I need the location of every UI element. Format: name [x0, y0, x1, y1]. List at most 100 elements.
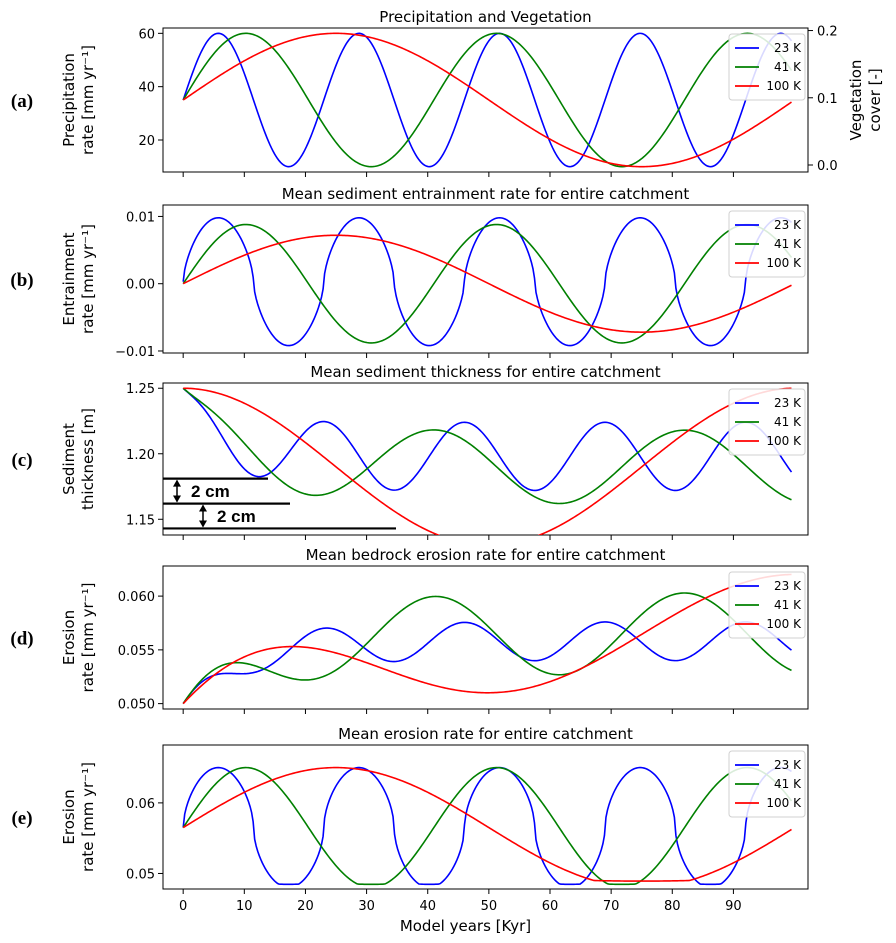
legend-label: 41 K [774, 60, 802, 74]
series-line-41K [182, 32, 793, 168]
legend-label: 23 K [774, 396, 802, 410]
series-line-100K [183, 387, 792, 535]
series-line-23K [182, 387, 793, 492]
x-tick-label: 30 [358, 899, 375, 914]
right-y-axis-label: Vegetationcover [-] [847, 60, 884, 141]
panel-title: Precipitation and Vegetation [379, 8, 591, 26]
y-tick-label: 0.055 [118, 644, 155, 659]
panel-title: Mean sediment entrainment rate for entir… [282, 185, 690, 203]
panel-label: (c) [11, 450, 32, 471]
panel-label: (d) [10, 629, 33, 650]
x-tick-label: 0 [179, 899, 187, 914]
series-line-23K [182, 766, 792, 886]
x-axis-label: Model years [Kyr] [400, 917, 531, 935]
annotation-arrowhead [199, 504, 207, 512]
legend-label: 23 K [774, 218, 802, 232]
y-tick-label: 20 [138, 134, 155, 149]
legend-label: 100 K [766, 434, 802, 448]
annotation-arrowhead [173, 479, 181, 487]
legend-label: 41 K [774, 777, 802, 791]
series-line-23K [182, 621, 792, 705]
panel-label: (a) [11, 91, 33, 112]
x-tick-label: 90 [725, 899, 742, 914]
y-axis-label: Entrainmentrate [mm yr⁻¹] [60, 224, 97, 334]
right-y-tick-label: 0.2 [817, 25, 838, 40]
x-tick-label: 10 [236, 899, 253, 914]
plot-frame [162, 204, 809, 354]
x-tick-label: 60 [542, 899, 559, 914]
annotation-label: 2 cm [191, 482, 230, 501]
series-line-100K [182, 234, 792, 333]
legend: 23 K 41 K 100 K [728, 33, 806, 101]
annotation-label: 2 cm [217, 507, 256, 526]
right-y-tick-label: 0.1 [817, 92, 838, 107]
plot-frame [162, 27, 809, 173]
legend-box [728, 388, 806, 456]
x-tick-label: 80 [664, 899, 681, 914]
y-tick-label: 0.05 [126, 867, 155, 882]
plot-frame [162, 565, 809, 710]
y-tick-label: 1.20 [126, 448, 155, 463]
x-tick-label: 40 [419, 899, 436, 914]
panel-5: Mean erosion rate for entire catchment (e… [11, 725, 809, 935]
x-tick-label: 70 [603, 899, 620, 914]
legend-label: 23 K [774, 579, 802, 593]
panel-title: Mean sediment thickness for entire catch… [310, 363, 660, 381]
legend-box [728, 33, 806, 101]
x-tick-label: 20 [297, 899, 314, 914]
panel-3: Mean sediment thickness for entire catch… [11, 363, 809, 540]
series-line-100K [182, 32, 792, 168]
y-tick-label: 0.01 [126, 210, 155, 225]
x-tick-label: 50 [481, 899, 498, 914]
series-line-23K [182, 32, 793, 168]
legend-label: 100 K [766, 796, 802, 810]
legend-label: 100 K [766, 79, 802, 93]
y-tick-label: 40 [138, 81, 155, 96]
y-tick-label: 60 [138, 27, 155, 42]
panel-2: Mean sediment entrainment rate for entir… [10, 185, 809, 360]
y-tick-label: 0.06 [126, 797, 155, 812]
y-tick-label: 0.060 [118, 590, 155, 605]
legend-label: 23 K [774, 41, 802, 55]
legend-box [728, 210, 806, 278]
panel-1: Precipitation and Vegetation (a) Precipita… [11, 8, 884, 177]
legend: 23 K 41 K 100 K [728, 388, 806, 456]
legend-box [728, 571, 806, 639]
annotation-arrowhead [173, 495, 181, 503]
legend: 23 K 41 K 100 K [728, 210, 806, 278]
y-axis-label: Precipitationrate [mm yr⁻¹] [60, 45, 97, 155]
legend-label: 100 K [766, 256, 802, 270]
panel-title: Mean erosion rate for entire catchment [338, 725, 633, 743]
y-tick-label: 0.00 [126, 278, 155, 293]
y-axis-label: Erosionrate [mm yr⁻¹] [60, 583, 97, 693]
series-line-41K [182, 592, 792, 705]
legend: 23 K 41 K 100 K [728, 750, 806, 818]
panel-label: (e) [11, 808, 32, 829]
panel-4: Mean bedrock erosion rate for entire cat… [10, 546, 809, 714]
y-axis-label: Erosionrate [mm yr⁻¹] [60, 762, 97, 872]
plot-frame [162, 382, 809, 536]
y-tick-label: 1.25 [126, 382, 155, 397]
y-tick-label: 0.050 [118, 698, 155, 713]
legend-label: 41 K [774, 598, 802, 612]
legend-label: 41 K [774, 415, 802, 429]
series-line-100K [182, 766, 792, 882]
plot-frame [162, 744, 809, 890]
series-line-100K [182, 573, 792, 705]
y-tick-label: −0.01 [115, 345, 155, 360]
legend-label: 23 K [774, 758, 802, 772]
series-line-41K [182, 766, 793, 886]
panel-label: (b) [10, 270, 33, 291]
legend-box [728, 750, 806, 818]
y-axis-label: Sedimentthickness [m] [60, 408, 97, 510]
legend: 23 K 41 K 100 K [728, 571, 806, 639]
series-line-23K [182, 216, 792, 347]
legend-label: 41 K [774, 237, 802, 251]
annotation-arrowhead [199, 520, 207, 528]
panel-title: Mean bedrock erosion rate for entire cat… [306, 546, 666, 564]
legend-label: 100 K [766, 617, 802, 631]
right-y-tick-label: 0.0 [817, 159, 838, 174]
series-line-41K [182, 223, 793, 344]
series-line-41K [182, 387, 792, 505]
